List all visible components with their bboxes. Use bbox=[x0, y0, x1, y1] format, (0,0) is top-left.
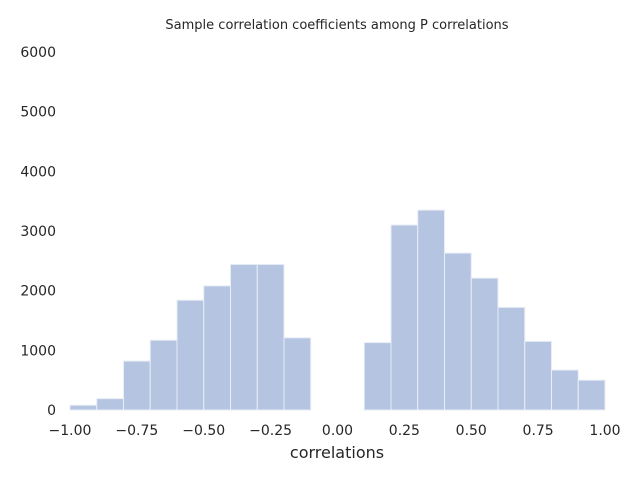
x-tick-label: −0.50 bbox=[182, 423, 225, 439]
bars-group bbox=[69, 209, 606, 411]
x-tick-label: 0.50 bbox=[456, 423, 487, 439]
x-tick-label: −0.25 bbox=[249, 423, 292, 439]
x-tick-labels: −1.00 −0.75 −0.50 −0.25 0.00 0.25 0.50 0.75 1.00 bbox=[49, 423, 621, 439]
x-tick-label: 0.00 bbox=[322, 423, 353, 439]
x-tick-label: −1.00 bbox=[49, 423, 92, 439]
histogram-bar bbox=[176, 299, 205, 411]
histogram-bar bbox=[149, 339, 178, 411]
histogram-bar bbox=[283, 337, 312, 411]
histogram-bar bbox=[69, 404, 98, 411]
histogram-bar bbox=[203, 285, 231, 411]
x-tick-label: 0.25 bbox=[389, 423, 420, 439]
y-tick-labels: 0 1000 2000 3000 4000 5000 6000 bbox=[20, 45, 56, 419]
histogram-bar bbox=[551, 369, 579, 411]
chart-title: Sample correlation coefficients among P … bbox=[165, 18, 508, 33]
histogram-bar bbox=[123, 360, 151, 411]
y-tick-label: 3000 bbox=[20, 224, 56, 240]
histogram-bar bbox=[577, 379, 606, 411]
y-tick-label: 5000 bbox=[20, 105, 56, 121]
y-tick-label: 0 bbox=[47, 403, 56, 419]
histogram-bar bbox=[470, 277, 499, 411]
histogram-bar bbox=[497, 306, 526, 411]
x-axis-label: correlations bbox=[290, 443, 384, 462]
y-tick-label: 1000 bbox=[20, 343, 56, 359]
histogram-bar bbox=[417, 209, 445, 411]
histogram-bar bbox=[256, 263, 285, 411]
y-tick-label: 6000 bbox=[20, 45, 56, 61]
histogram-bar bbox=[390, 224, 419, 411]
histogram-bar bbox=[444, 252, 472, 411]
histogram-bar bbox=[96, 398, 124, 411]
x-tick-label: −0.75 bbox=[115, 423, 158, 439]
x-tick-label: 0.75 bbox=[523, 423, 554, 439]
y-tick-label: 4000 bbox=[20, 164, 56, 180]
histogram-bar bbox=[524, 340, 552, 411]
histogram-bar bbox=[363, 342, 392, 411]
y-tick-label: 2000 bbox=[20, 284, 56, 300]
histogram-bar bbox=[230, 263, 258, 411]
x-tick-label: 1.00 bbox=[589, 423, 620, 439]
